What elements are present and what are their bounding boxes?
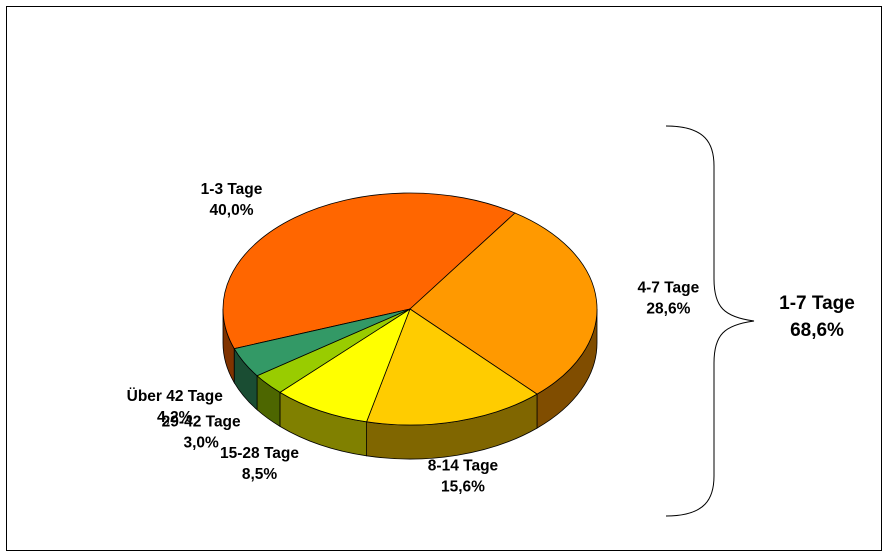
slice-value: 15,6% — [441, 478, 485, 495]
pie-slice — [222, 192, 516, 350]
group-brace — [665, 125, 755, 517]
pie-slices — [222, 192, 598, 426]
group-label: 1-7 Tage — [779, 293, 855, 314]
slice-label: 1-3 Tage — [201, 181, 263, 198]
slice-value: 40,0% — [210, 202, 254, 219]
chart-frame: 1-3 Tage 40,0% 4-7 Tage 28,6% 8-14 Tage 15,6%… — [6, 6, 882, 551]
group-value: 68,6% — [790, 320, 844, 341]
data-labels: 1-3 Tage 40,0% 4-7 Tage 28,6% 8-14 Tage 15,6%… — [127, 181, 700, 495]
pie-slice — [279, 308, 411, 423]
slice-value: 3,0% — [183, 435, 219, 452]
pie-chart: 1-3 Tage 40,0% 4-7 Tage 28,6% 8-14 Tage 15,6%… — [127, 125, 855, 517]
slice-label: 29-42 Tage — [162, 414, 241, 431]
pie-slice — [366, 308, 538, 426]
slice-label: Über 42 Tage — [127, 388, 224, 405]
pie-sides — [222, 308, 598, 460]
pie-slice — [409, 212, 598, 395]
slice-label: 15-28 Tage — [220, 445, 299, 462]
slice-value: 8,5% — [242, 466, 278, 483]
pie-slice — [233, 308, 411, 377]
slice-label: 4-7 Tage — [638, 280, 700, 297]
slice-label: 8-14 Tage — [428, 457, 499, 474]
slice-value: 28,6% — [646, 301, 690, 318]
slice-value: 4,2% — [157, 409, 193, 426]
